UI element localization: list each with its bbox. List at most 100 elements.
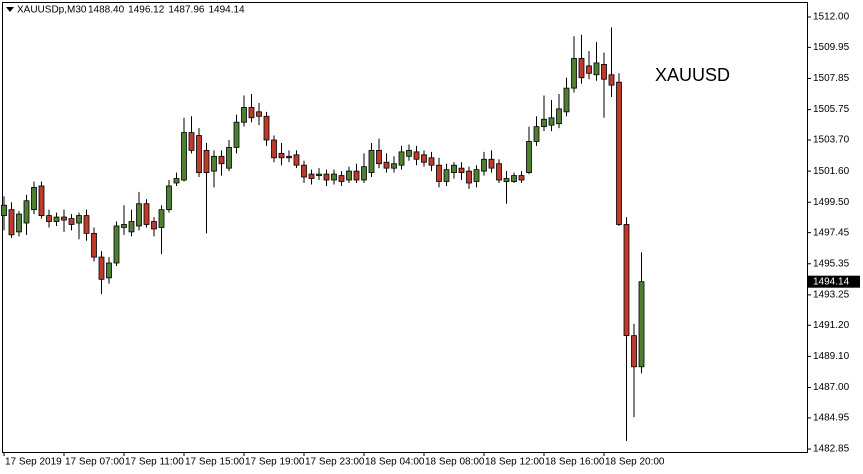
candle-body bbox=[128, 221, 135, 233]
candle-body bbox=[323, 173, 330, 181]
candle-body bbox=[563, 87, 570, 113]
candle-body bbox=[451, 164, 457, 174]
y-tick-label: 1503.70 bbox=[813, 135, 850, 146]
candle-body bbox=[248, 106, 255, 119]
candle-body bbox=[121, 224, 127, 228]
candle-body bbox=[136, 203, 142, 227]
x-tick-label: 18 Sep 12:00 bbox=[485, 457, 545, 468]
x-tick-label: 17 Sep 2019 bbox=[5, 457, 62, 468]
candle-body bbox=[541, 118, 547, 128]
symbol-menu-icon[interactable] bbox=[6, 7, 14, 12]
candle-body bbox=[593, 62, 600, 76]
candle-body bbox=[488, 158, 495, 169]
x-tick-label: 18 Sep 20:00 bbox=[605, 457, 665, 468]
candle-body bbox=[31, 187, 37, 211]
y-tick-label: 1499.50 bbox=[813, 197, 850, 208]
candle-body bbox=[443, 169, 450, 182]
candle-body bbox=[76, 215, 82, 224]
current-price-label: 1494.14 bbox=[813, 276, 850, 287]
candle-body bbox=[68, 218, 75, 225]
candle-body bbox=[496, 163, 502, 181]
candle-body bbox=[586, 65, 592, 74]
candle-body bbox=[571, 58, 577, 89]
candle-body bbox=[616, 81, 622, 225]
symbol: XAUUSDp,M30 bbox=[17, 5, 87, 16]
y-tick-label: 1491.20 bbox=[813, 320, 850, 331]
y-tick-label: 1482.85 bbox=[813, 444, 850, 455]
candle-body bbox=[638, 281, 645, 368]
candle-body bbox=[601, 64, 607, 80]
candle-body bbox=[256, 111, 262, 117]
candle-body bbox=[406, 149, 412, 157]
candle-body bbox=[23, 200, 30, 224]
candle-body bbox=[301, 164, 307, 178]
candle-body bbox=[241, 106, 247, 123]
y-tick-label: 1493.25 bbox=[813, 290, 850, 301]
y-tick-label: 1495.35 bbox=[813, 258, 850, 269]
candle-body bbox=[458, 167, 465, 174]
ohlc-value: 1488.40 bbox=[88, 5, 125, 16]
candle-body bbox=[473, 169, 480, 182]
candle-body bbox=[53, 216, 60, 222]
y-tick-label: 1487.00 bbox=[813, 382, 850, 393]
candle-body bbox=[16, 213, 22, 233]
candle-body bbox=[271, 139, 277, 159]
y-tick-label: 1512.00 bbox=[813, 12, 850, 23]
candle-body bbox=[436, 164, 442, 182]
candle-body bbox=[526, 141, 532, 174]
candle-body bbox=[263, 115, 270, 141]
candle-body bbox=[518, 175, 525, 181]
candle-body bbox=[346, 170, 352, 181]
candle-body bbox=[106, 262, 112, 279]
x-tick-label: 18 Sep 08:00 bbox=[425, 457, 485, 468]
candle-body bbox=[353, 170, 360, 181]
x-tick-label: 18 Sep 16:00 bbox=[545, 457, 605, 468]
candle-body bbox=[196, 135, 202, 174]
candle-body bbox=[98, 256, 105, 280]
candle-body bbox=[8, 209, 15, 236]
candle-body bbox=[308, 173, 315, 179]
candle-body bbox=[233, 121, 240, 148]
plot-frame bbox=[2, 2, 808, 453]
candle-body bbox=[428, 157, 435, 166]
candle-body bbox=[188, 132, 195, 151]
candle-body bbox=[421, 154, 427, 163]
ohlc-value: 1496.12 bbox=[128, 5, 165, 16]
candle-body bbox=[413, 151, 420, 160]
current-price-box bbox=[808, 275, 860, 288]
x-tick-label: 18 Sep 04:00 bbox=[365, 457, 425, 468]
y-tick-label: 1509.95 bbox=[813, 42, 850, 53]
candle-body bbox=[151, 221, 157, 230]
candle-body bbox=[211, 155, 217, 172]
candle-body bbox=[481, 158, 487, 172]
candle-body bbox=[46, 215, 52, 222]
candle-body bbox=[331, 173, 337, 181]
candle-body bbox=[383, 161, 390, 169]
y-tick-label: 1489.10 bbox=[813, 351, 850, 362]
candle-body bbox=[91, 232, 97, 258]
candle-body bbox=[316, 173, 322, 176]
candle-body bbox=[293, 154, 300, 166]
x-tick-label: 17 Sep 07:00 bbox=[65, 457, 125, 468]
watermark: XAUUSD bbox=[655, 65, 730, 85]
candle-body bbox=[398, 151, 405, 166]
candle-body bbox=[181, 132, 187, 181]
candle-body bbox=[466, 170, 472, 184]
candle-body bbox=[578, 58, 585, 79]
candle-body bbox=[391, 163, 397, 169]
candle-body bbox=[338, 175, 345, 182]
candle-body bbox=[631, 335, 637, 368]
candle-body bbox=[38, 185, 45, 216]
candle-body bbox=[623, 224, 630, 337]
candle-body bbox=[368, 149, 375, 174]
y-tick-label: 1505.75 bbox=[813, 104, 850, 115]
candle-body bbox=[61, 216, 67, 221]
x-tick-label: 17 Sep 19:00 bbox=[245, 457, 305, 468]
candle-body bbox=[218, 155, 225, 165]
y-tick-label: 1497.45 bbox=[813, 227, 850, 238]
candle-body bbox=[173, 178, 180, 184]
candle-body bbox=[83, 215, 90, 234]
candle-body bbox=[143, 203, 150, 225]
